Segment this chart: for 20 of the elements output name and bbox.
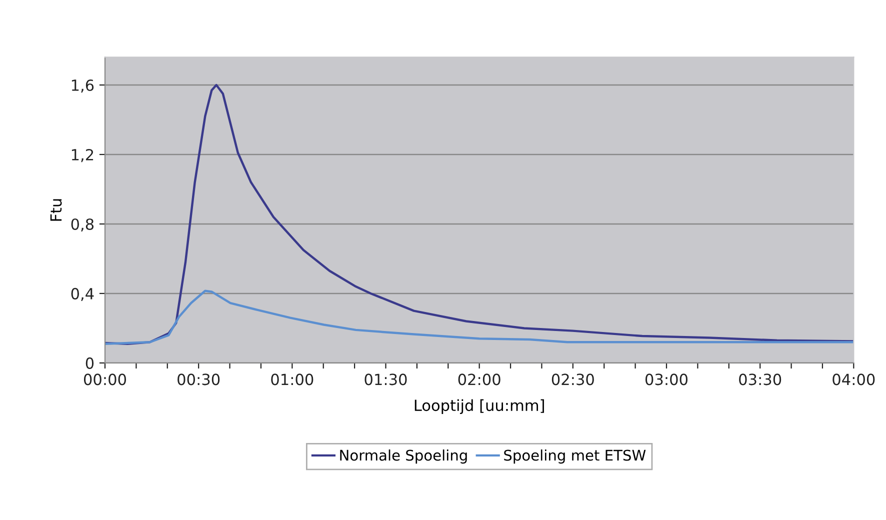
x-tick-label: 01:30	[364, 374, 407, 386]
x-tick-label: 00:00	[84, 374, 126, 386]
y-axis-title: Ftu	[50, 199, 62, 221]
x-tick-label: 00:30	[178, 374, 220, 386]
line-series	[104, 290, 854, 345]
legend-label: Normale Spoeling	[340, 449, 467, 464]
y-tick-label: 1,6	[72, 79, 94, 93]
x-tick-label: 02:30	[552, 374, 594, 386]
y-tick-label: 0,8	[71, 218, 94, 232]
line-series	[104, 84, 854, 345]
x-tick-label: 01:00	[271, 374, 314, 386]
x-axis-title: Looptijd [uu:mm]	[414, 399, 544, 414]
y-tick-label: 0,4	[71, 288, 94, 302]
x-tick-label: 04:00	[832, 374, 875, 386]
x-tick-label: 02:00	[458, 374, 500, 386]
legend-label: Spoeling met ETSW	[504, 449, 646, 464]
y-tick-label: 1,2	[72, 148, 94, 162]
x-tick-label: 03:00	[645, 374, 688, 386]
x-tick-label: 03:30	[739, 374, 782, 386]
y-tick-label: 0	[86, 357, 94, 369]
